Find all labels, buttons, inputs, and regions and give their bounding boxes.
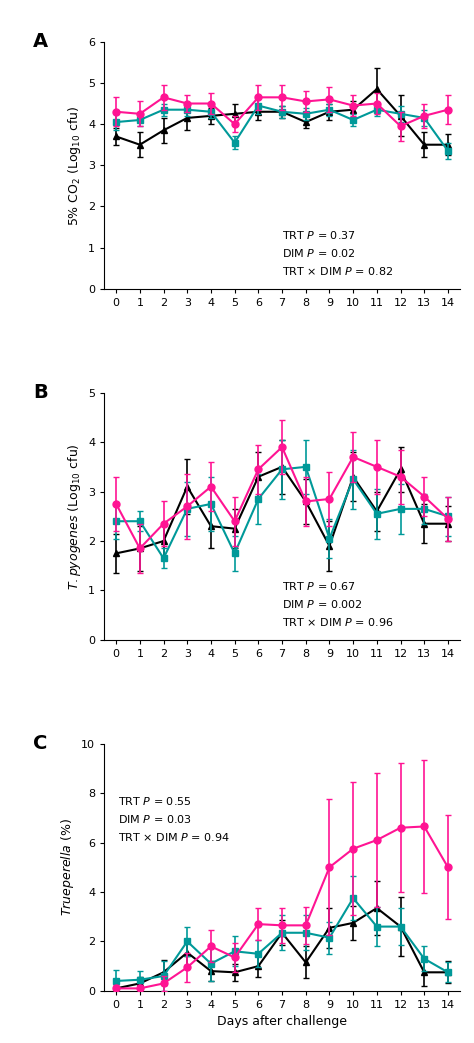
Text: TRT $P$ = 0.67
DIM $P$ = 0.002
TRT × DIM $P$ = 0.96: TRT $P$ = 0.67 DIM $P$ = 0.002 TRT × DIM… bbox=[282, 580, 394, 628]
Y-axis label: 5% CO$_2$ (Log$_{10}$ cfu): 5% CO$_2$ (Log$_{10}$ cfu) bbox=[65, 105, 82, 225]
Text: TRT $P$ = 0.55
DIM $P$ = 0.03
TRT × DIM $P$ = 0.94: TRT $P$ = 0.55 DIM $P$ = 0.03 TRT × DIM … bbox=[118, 795, 230, 843]
Text: TRT $P$ = 0.37
DIM $P$ = 0.02
TRT × DIM $P$ = 0.82: TRT $P$ = 0.37 DIM $P$ = 0.02 TRT × DIM … bbox=[282, 228, 393, 276]
Text: C: C bbox=[33, 734, 47, 753]
Text: A: A bbox=[33, 32, 48, 51]
Y-axis label: $Trueperella$ (%): $Trueperella$ (%) bbox=[59, 819, 76, 916]
Y-axis label: $T. pyogenes$ (Log$_{10}$ cfu): $T. pyogenes$ (Log$_{10}$ cfu) bbox=[65, 443, 82, 589]
Text: B: B bbox=[33, 383, 48, 402]
X-axis label: Days after challenge: Days after challenge bbox=[217, 1016, 347, 1028]
